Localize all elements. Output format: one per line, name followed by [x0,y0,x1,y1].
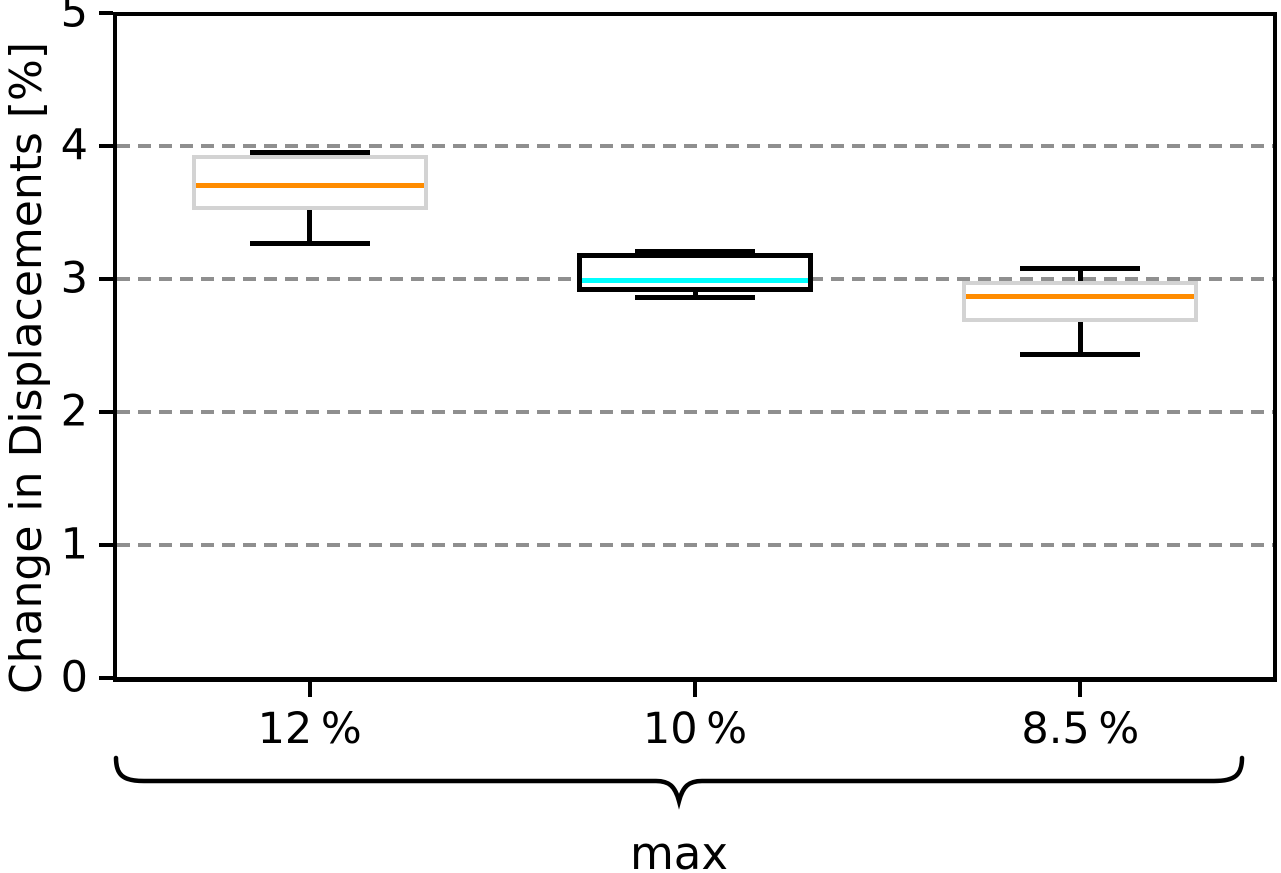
whisker-lower [692,289,698,298]
whisker-cap-upper [635,248,755,254]
median-line [195,183,424,189]
x-tick-label: 8.5 % [1021,704,1140,754]
box [577,252,813,293]
box [191,154,428,211]
brace-group-label: max [629,827,729,873]
y-tick-label: 2 [60,386,88,437]
y-tick [99,410,113,414]
whisker-cap-upper [1020,265,1141,271]
x-tick [1078,681,1083,697]
y-tick-label: 4 [60,120,88,171]
whisker-upper [1077,268,1083,283]
underbrace-icon [113,755,1245,810]
y-tick [99,277,113,281]
gridline [117,144,1273,148]
x-tick [307,681,312,697]
whisker-cap-lower [635,295,755,301]
box [962,280,1199,323]
whisker-lower [1077,320,1083,355]
median-line [582,277,808,283]
y-tick [99,676,113,680]
x-tick [693,681,697,697]
y-tick-label: 3 [60,253,88,304]
x-tick-label: 12 % [257,704,362,754]
y-tick [99,11,113,15]
whisker-cap-lower [1020,352,1141,358]
y-tick [99,144,113,148]
y-tick-label: 0 [60,652,88,703]
median-line [966,293,1195,299]
y-tick [99,543,113,547]
whisker-cap-lower [249,240,370,246]
y-tick-label: 5 [60,0,88,38]
plot-area [113,12,1277,682]
gridline [117,410,1273,414]
whisker-lower [307,208,313,244]
y-tick-label: 1 [60,519,88,570]
gridline [117,543,1273,547]
x-tick-label: 10 % [642,704,748,754]
whisker-cap-upper [249,150,370,156]
